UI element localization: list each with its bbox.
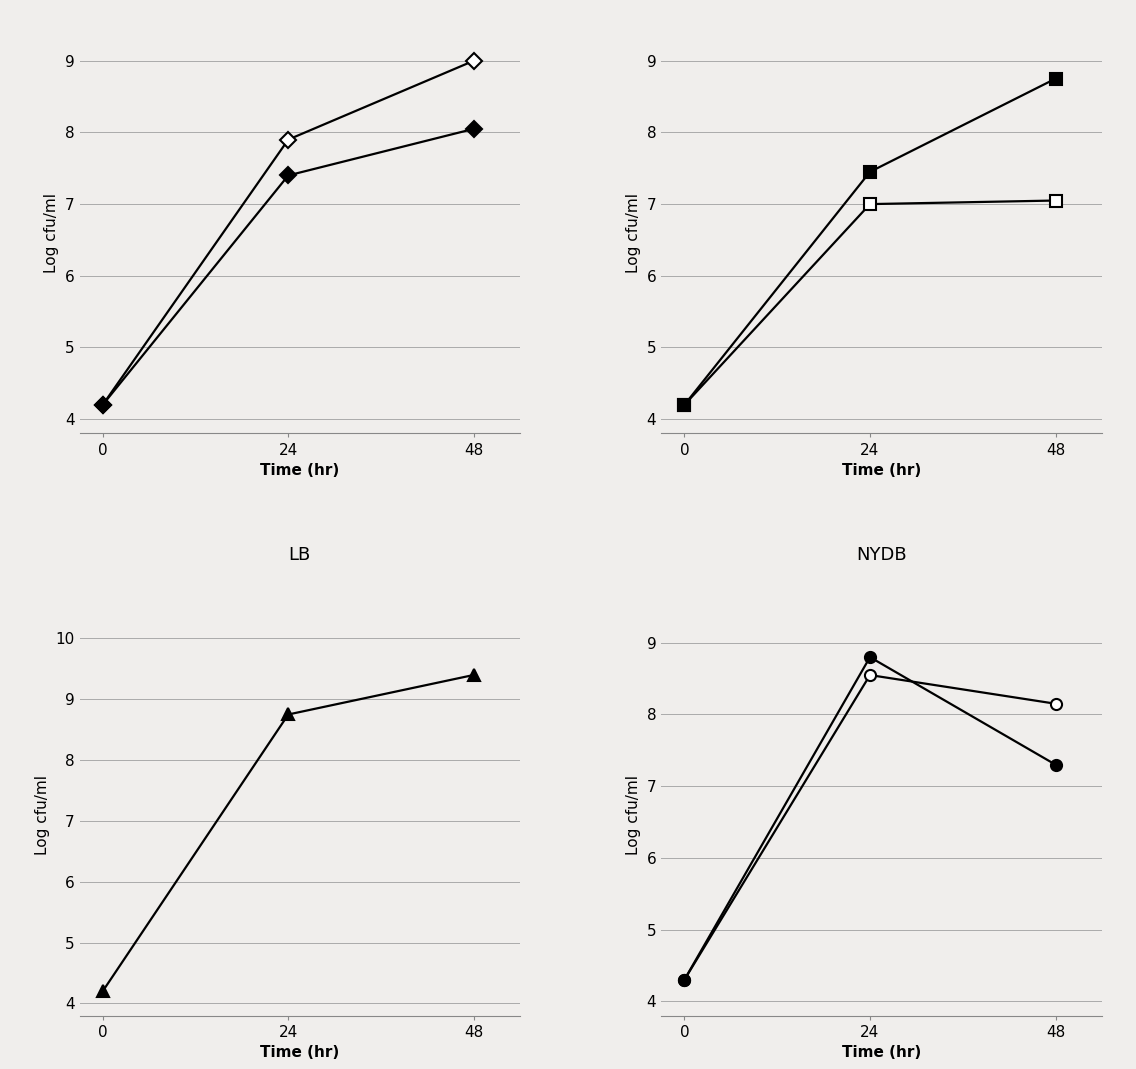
X-axis label: Time (hr): Time (hr): [842, 1045, 921, 1060]
Y-axis label: Log cfu/ml: Log cfu/ml: [626, 775, 641, 855]
X-axis label: Time (hr): Time (hr): [260, 1045, 340, 1060]
X-axis label: Time (hr): Time (hr): [260, 463, 340, 478]
Text: NYDB: NYDB: [857, 546, 907, 563]
Text: LB: LB: [289, 546, 311, 563]
Y-axis label: Log cfu/ml: Log cfu/ml: [626, 192, 641, 273]
Y-axis label: Log cfu/ml: Log cfu/ml: [35, 775, 50, 855]
Y-axis label: Log cfu/ml: Log cfu/ml: [44, 192, 59, 273]
X-axis label: Time (hr): Time (hr): [842, 463, 921, 478]
